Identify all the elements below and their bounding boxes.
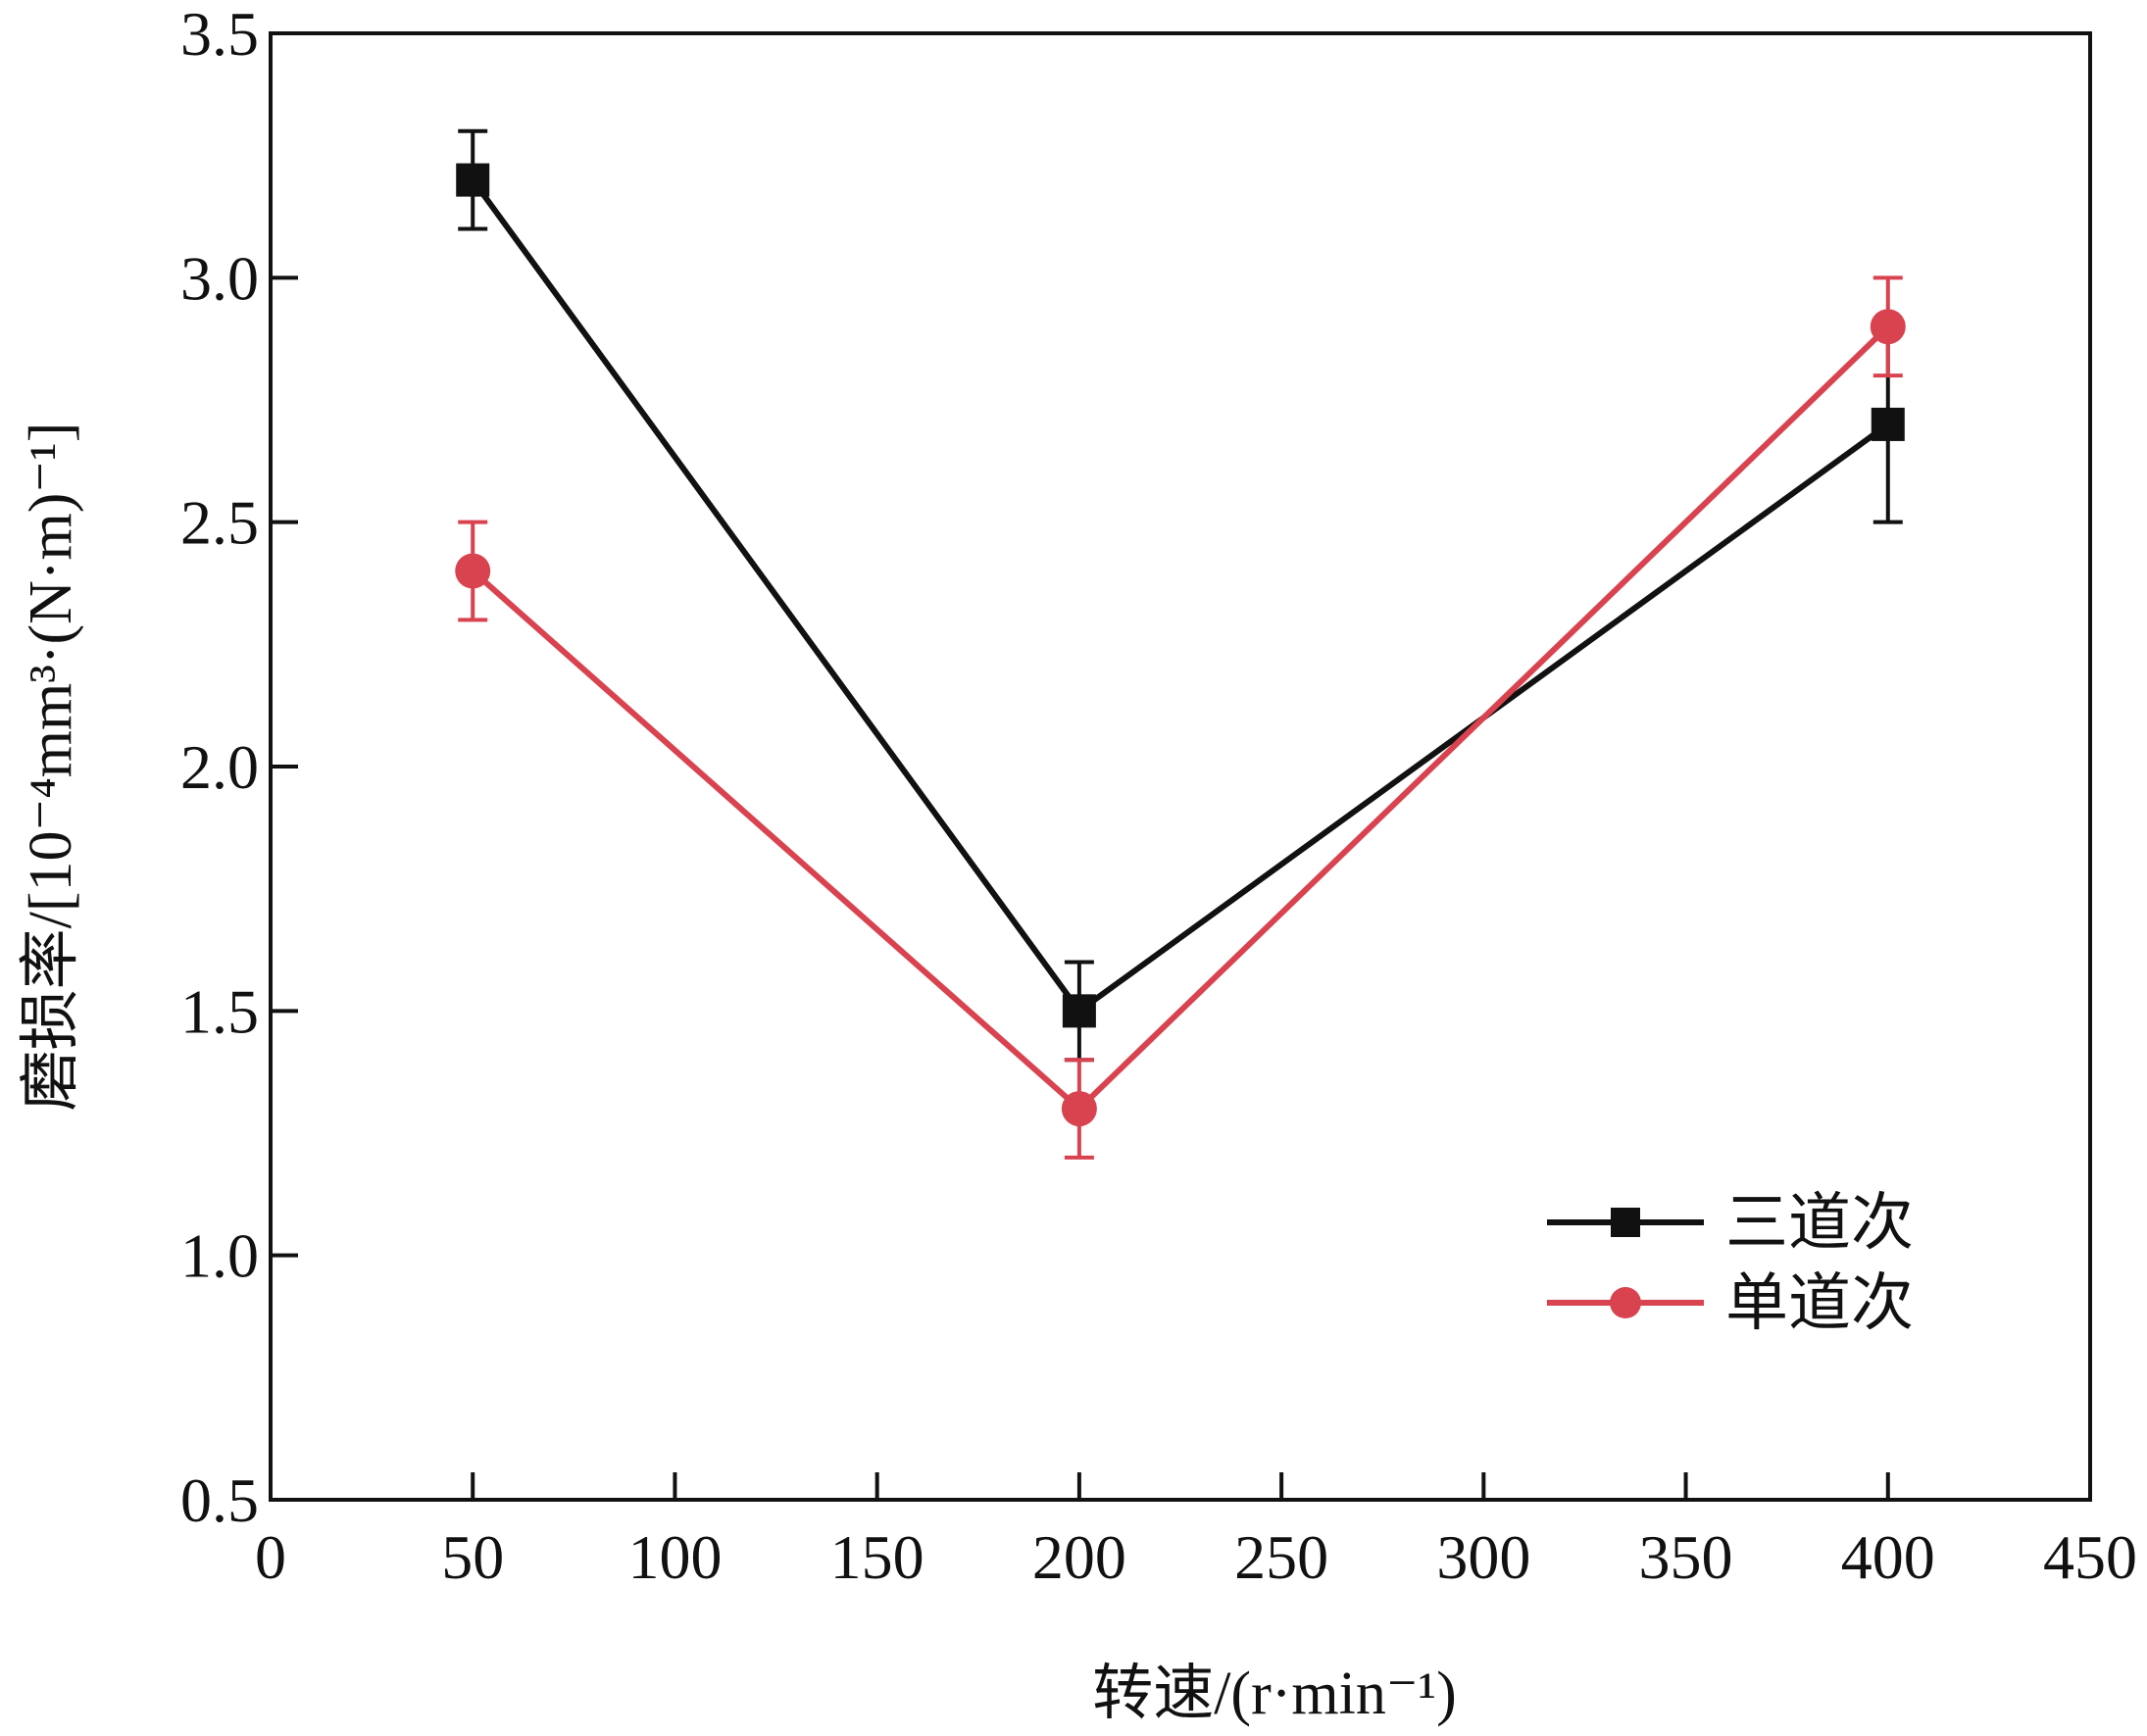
x-axis-ticks: 0 50 100 150 200 250 300 350 400 450 bbox=[255, 1472, 2137, 1592]
y-tick-label: 2.5 bbox=[180, 488, 259, 558]
x-tick-label: 50 bbox=[441, 1522, 504, 1592]
x-tick-label: 300 bbox=[1436, 1522, 1530, 1592]
series-single-pass bbox=[455, 275, 1906, 1160]
x-tick-label: 400 bbox=[1841, 1522, 1935, 1592]
y-tick-label: 3.5 bbox=[180, 0, 259, 69]
x-tick-label: 200 bbox=[1032, 1522, 1126, 1592]
data-point-square bbox=[1871, 407, 1905, 441]
series-triple-pass bbox=[456, 128, 1905, 1063]
series-line bbox=[471, 324, 1890, 1114]
legend-label: 三道次 bbox=[1725, 1188, 1914, 1258]
x-tick-label: 150 bbox=[830, 1522, 924, 1592]
legend-marker-square bbox=[1611, 1208, 1640, 1237]
x-axis-title: 转速/(r·min⁻¹) bbox=[1092, 1661, 1457, 1727]
legend-label: 单道次 bbox=[1725, 1268, 1914, 1338]
y-tick-label: 1.5 bbox=[180, 976, 259, 1046]
y-tick-label: 0.5 bbox=[180, 1465, 259, 1535]
data-point-circle bbox=[455, 553, 491, 589]
x-tick-label: 350 bbox=[1639, 1522, 1733, 1592]
data-point-circle bbox=[1870, 309, 1906, 345]
y-axis-title: 磨损率/[10⁻⁴mm³·(N·m)⁻¹] bbox=[18, 422, 84, 1112]
data-point-square bbox=[456, 163, 490, 197]
y-axis-ticks: 0.5 1.0 1.5 2.0 2.5 3.0 3.5 bbox=[180, 0, 298, 1535]
y-tick-label: 3.0 bbox=[180, 243, 259, 313]
series-layer bbox=[455, 128, 1906, 1160]
data-point-circle bbox=[1061, 1091, 1097, 1127]
x-tick-label: 100 bbox=[627, 1522, 722, 1592]
data-point-square bbox=[1062, 994, 1096, 1028]
x-tick-label: 0 bbox=[255, 1522, 286, 1592]
y-tick-label: 2.0 bbox=[180, 732, 259, 802]
x-tick-label: 250 bbox=[1234, 1522, 1328, 1592]
x-tick-label: 450 bbox=[2043, 1522, 2137, 1592]
series-line bbox=[470, 177, 1890, 1016]
y-tick-label: 1.0 bbox=[180, 1221, 259, 1291]
legend-marker-circle bbox=[1610, 1287, 1641, 1318]
